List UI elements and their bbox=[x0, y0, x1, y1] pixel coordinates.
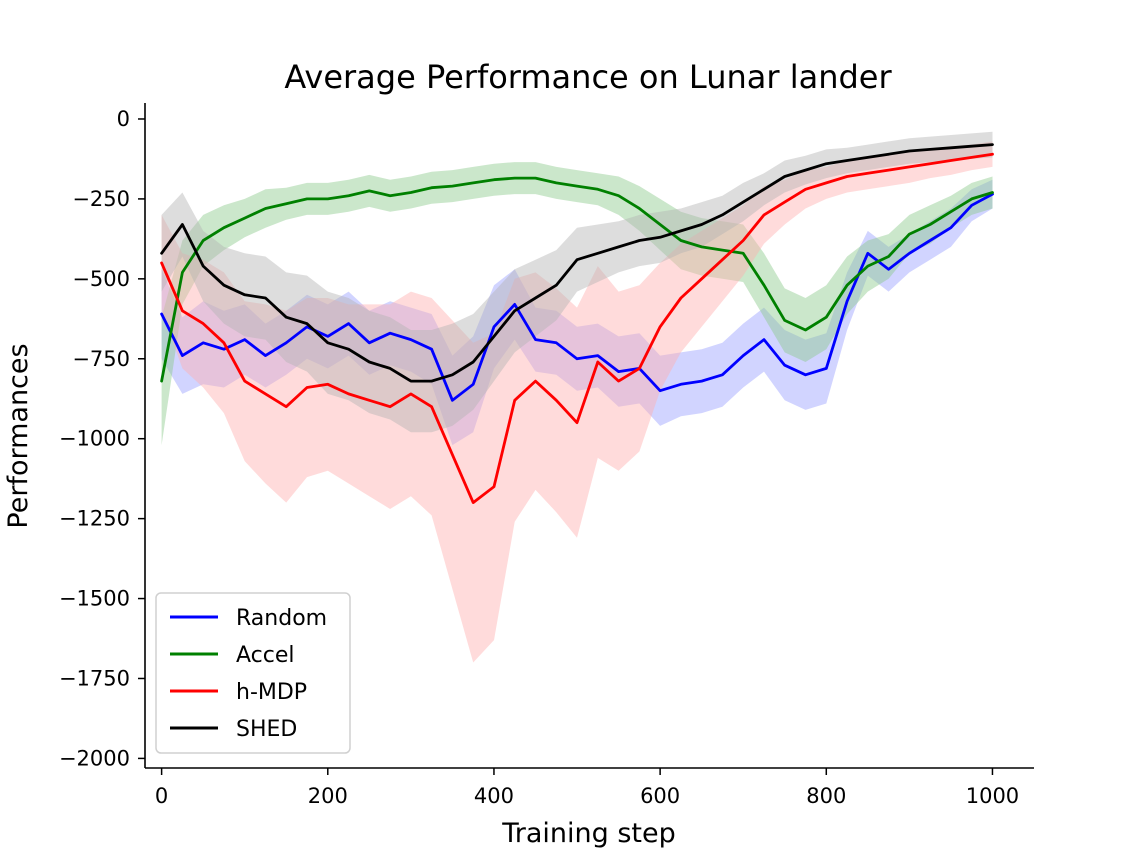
y-tick-label: −750 bbox=[72, 347, 130, 371]
series-line-shed bbox=[160, 143, 994, 383]
y-tick-label: −500 bbox=[72, 267, 130, 291]
series-band-random bbox=[161, 179, 993, 446]
y-tick-label: −1750 bbox=[59, 666, 130, 690]
x-tick-label: 800 bbox=[806, 784, 846, 808]
x-tick-label: 1000 bbox=[966, 784, 1019, 808]
series-band-shed bbox=[161, 131, 993, 433]
legend-label-shed: SHED bbox=[236, 717, 297, 742]
x-tick-label: 200 bbox=[308, 784, 348, 808]
series-line-h-mdp bbox=[160, 152, 994, 505]
legend-label-h-mdp: h-MDP bbox=[236, 680, 307, 705]
y-tick-label: −1250 bbox=[59, 507, 130, 531]
series-lines bbox=[160, 143, 994, 505]
series-line-accel bbox=[160, 176, 994, 383]
x-tick-label: 0 bbox=[155, 784, 168, 808]
series-line-random bbox=[160, 192, 994, 402]
y-tick-label: −1000 bbox=[59, 427, 130, 451]
series-band-accel bbox=[161, 162, 993, 446]
x-tick-label: 400 bbox=[474, 784, 514, 808]
y-axis-ticks: 0 −250 −500 −750 −1000 −1250 −1500 −1750 −2000 bbox=[59, 107, 145, 770]
series-band-h-mdp bbox=[161, 141, 993, 663]
y-tick-label: −250 bbox=[72, 187, 130, 211]
x-axis-title: Training step bbox=[501, 818, 676, 849]
y-axis-title: Performances bbox=[3, 343, 34, 528]
y-tick-label: −2000 bbox=[59, 746, 130, 770]
y-tick-label: 0 bbox=[117, 107, 130, 131]
chart-legend: Random Accel h-MDP SHED bbox=[155, 592, 351, 754]
legend-label-accel: Accel bbox=[236, 643, 295, 668]
y-tick-label: −1500 bbox=[59, 587, 130, 611]
variability-bands bbox=[161, 131, 993, 663]
x-axis-ticks: 0 200 400 600 800 1000 bbox=[155, 768, 1019, 808]
chart-title: Average Performance on Lunar lander bbox=[284, 58, 892, 96]
legend-frame bbox=[155, 592, 351, 754]
legend-label-random: Random bbox=[236, 606, 327, 631]
x-tick-label: 600 bbox=[640, 784, 680, 808]
